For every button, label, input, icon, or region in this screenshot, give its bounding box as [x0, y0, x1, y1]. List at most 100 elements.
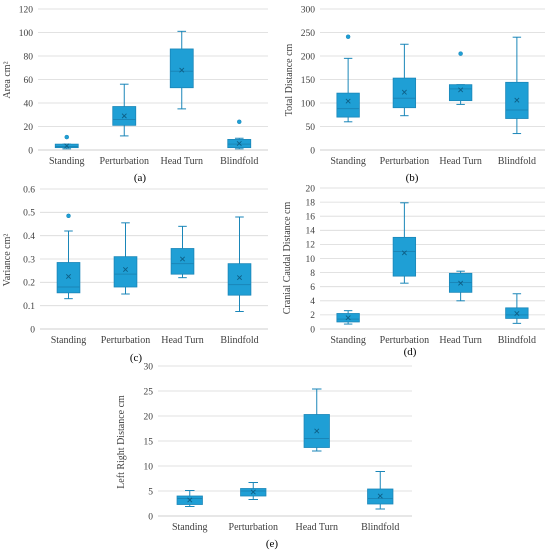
panel-b-y-tick-label: 200 [301, 52, 316, 62]
panel-b-y-tick-label: 0 [310, 146, 315, 156]
panel-d-y-tick-label: 8 [310, 269, 315, 279]
panel-c-y-tick-label: 0.4 [23, 232, 35, 242]
panel-e-x-tick-label: Blindfold [361, 522, 399, 533]
panel-c-box-standing [56, 213, 81, 300]
panel-e-y-tick-label: 15 [144, 437, 154, 447]
panel-a-y-tick-label: 120 [19, 5, 34, 15]
panel-d-x-tick-label: Blindfold [498, 335, 536, 346]
panel-b-box-perturbation [392, 43, 417, 117]
panel-c-y-tick-label: 0.5 [23, 209, 35, 219]
mean-marker [121, 113, 127, 119]
iqr-box [227, 263, 252, 296]
mean-marker [514, 97, 520, 103]
panel-c-chart: (c) Variance cm² 0 0.1 0.2 0.3 0.4 0.5 0.6 Stan… [2, 185, 268, 364]
panel-c-box-perturbation [113, 222, 138, 295]
panel-d-y-axis-label: Cranial Caudal Distance cm [282, 202, 293, 315]
panel-d-box-standing [336, 310, 360, 325]
panel-a-y-tick-label: 60 [24, 76, 34, 86]
mean-marker [179, 256, 186, 262]
mean-marker [314, 428, 320, 434]
outlier-point [237, 119, 242, 125]
mean-marker [187, 497, 193, 503]
panel-c-y-tick-label: 0.3 [23, 255, 35, 265]
panel-d-y-tick-label: 0 [310, 325, 315, 335]
panel-e-box-standing [176, 490, 203, 507]
panel-d-y-tick-label: 4 [310, 297, 315, 307]
panel-b-y-tick-label: 250 [301, 29, 316, 39]
panel-d-y-tick-label: 2 [310, 311, 315, 321]
panel-c-box-blindfold [227, 216, 252, 312]
panel-c-y-axis-label: Variance cm² [2, 234, 13, 287]
iqr-box [113, 256, 138, 288]
panel-d-x-tick-label: Standing [330, 335, 366, 346]
panel-c-x-tick-label: Head Turn [161, 335, 204, 346]
iqr-box [169, 48, 194, 89]
panel-b-chart: (b) Total Distance cm 0 50 100 150 200 250 300… [284, 5, 545, 184]
panel-b-box-blindfold [505, 36, 529, 135]
panel-d-x-tick-label: Head Turn [439, 335, 482, 346]
panel-e-y-tick-label: 25 [144, 387, 154, 397]
mean-marker [250, 489, 256, 495]
iqr-box [392, 77, 417, 109]
panel-e-y-axis-label: Left Right Distance cm [116, 395, 127, 489]
panel-a-y-tick-label: 0 [28, 146, 33, 156]
panel-e-box-head-turn [303, 388, 330, 452]
outlier-point [66, 213, 71, 219]
panel-d-y-tick-label: 10 [306, 255, 316, 265]
mean-marker [377, 493, 383, 499]
panel-a-box-blindfold [227, 119, 252, 150]
panel-b-x-tick-label: Head Turn [439, 156, 482, 167]
panel-e-x-tick-label: Head Turn [295, 522, 338, 533]
panel-d-y-tick-label: 16 [306, 213, 316, 223]
outlier-point [64, 134, 69, 140]
panel-e-chart: (e) Left Right Distance cm 0 5 10 15 20 25 30 S… [116, 362, 412, 550]
panel-b-box-head-turn [448, 51, 473, 105]
panel-c-x-tick-label: Perturbation [101, 335, 150, 346]
panel-a-box-standing [54, 134, 79, 150]
panel-c-y-tick-label: 0.2 [23, 279, 35, 289]
iqr-box [336, 92, 360, 118]
panel-b-y-tick-label: 300 [301, 5, 316, 15]
panel-c-box-head-turn [170, 225, 195, 279]
panel-c-label: (c) [130, 352, 143, 364]
panel-d-box-blindfold [505, 293, 529, 324]
panel-a-y-axis-label: Area cm² [2, 61, 13, 98]
panel-b-y-tick-label: 150 [301, 76, 316, 86]
panel-e-box-blindfold [367, 471, 394, 510]
panel-b-box-standing [336, 34, 360, 123]
panel-d-box-perturbation [392, 202, 417, 284]
panel-d-y-tick-label: 18 [306, 198, 316, 208]
iqr-box [392, 236, 417, 277]
panel-b-y-tick-label: 50 [306, 123, 316, 133]
mean-marker [345, 315, 351, 321]
panel-a-label: (a) [134, 172, 147, 184]
mean-marker [401, 89, 407, 95]
panel-a-x-tick-label: Blindfold [220, 156, 258, 167]
panel-e-y-tick-label: 10 [144, 462, 154, 472]
outlier-point [345, 34, 351, 39]
panel-a-y-tick-label: 80 [24, 52, 34, 62]
panel-d-y-tick-label: 12 [306, 241, 316, 251]
panel-d-label: (d) [404, 346, 417, 358]
panel-c-y-tick-label: 0 [30, 325, 35, 335]
panel-c-x-tick-label: Standing [51, 335, 87, 346]
iqr-box [56, 262, 81, 294]
panel-d-y-tick-label: 6 [310, 283, 315, 293]
outlier-point [458, 51, 463, 56]
mean-marker [458, 87, 464, 93]
panel-a-box-head-turn [169, 30, 194, 110]
mean-marker [345, 98, 351, 104]
panel-a-x-tick-label: Head Turn [160, 156, 203, 167]
panel-b-x-tick-label: Blindfold [498, 156, 536, 167]
mean-marker [64, 143, 70, 149]
mean-marker [65, 273, 72, 280]
panel-a-y-tick-label: 20 [24, 123, 34, 133]
panel-d-box-head-turn [448, 270, 473, 302]
panel-d-chart: (d) Cranial Caudal Distance cm 0 2 4 6 8 10 12… [282, 184, 545, 358]
panel-c-y-tick-label: 0.1 [23, 302, 35, 312]
mean-marker [179, 67, 185, 73]
iqr-box [170, 248, 195, 275]
mean-marker [401, 250, 407, 256]
panel-a-x-tick-label: Standing [49, 156, 85, 167]
panel-e-y-tick-label: 30 [144, 362, 154, 372]
